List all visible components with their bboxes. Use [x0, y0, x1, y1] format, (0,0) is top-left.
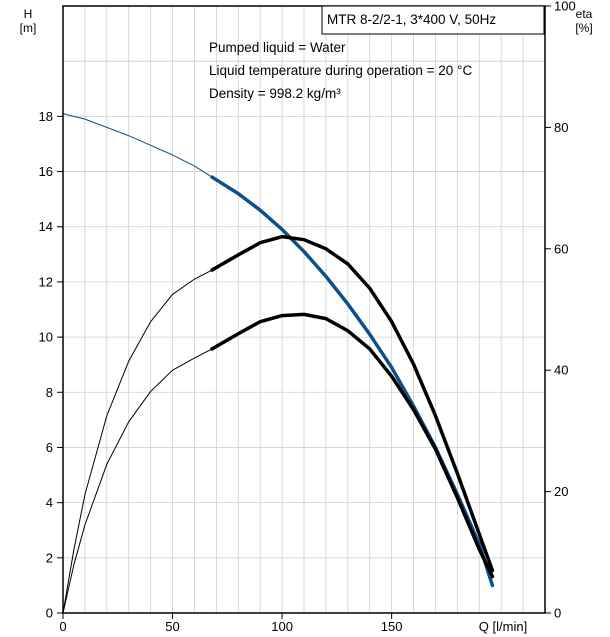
y-left-tick-label: 18	[39, 109, 53, 124]
annotation-pumped-liquid: Pumped liquid = Water	[209, 40, 346, 55]
y-left-axis-title-line2: [m]	[20, 21, 37, 35]
x-tick-label: 100	[271, 619, 293, 634]
y-right-tick-label: 60	[554, 241, 568, 256]
y-left-tick-label: 6	[46, 440, 53, 455]
axes: 0 2 4 6 8 10 12 14 16 18 0 20 40 60 80 100 0 50 100 150	[39, 0, 576, 634]
y-left-tick-label: 8	[46, 385, 53, 400]
curves	[62, 113, 495, 614]
series-0-curve-thin	[62, 113, 213, 178]
series-2-curve-thin	[62, 348, 213, 614]
x-axis-title: Q [l/min]	[479, 619, 527, 634]
y-right-tick-label: 40	[554, 363, 568, 378]
y-right-axis-title-line1: eta	[576, 7, 593, 21]
series-1-curve-thin	[62, 269, 213, 614]
y-left-tick-label: 16	[39, 164, 53, 179]
grid	[63, 6, 545, 613]
y-left-tick-label: 12	[39, 274, 53, 289]
annotation-density: Density = 998.2 kg/m³	[209, 86, 341, 101]
series-1-curve-operating	[210, 234, 495, 573]
y-left-tick-label: 2	[46, 550, 53, 565]
y-left-axis-title-line1: H	[24, 7, 33, 21]
y-left-tick-label: 0	[46, 606, 53, 621]
y-right-tick-label: 20	[554, 484, 568, 499]
plot-frame	[62, 5, 546, 614]
y-right-axis-title-line2: [%]	[575, 21, 592, 35]
chart-title: MTR 8-2/2-1, 3*400 V, 50Hz	[327, 12, 496, 27]
title-box	[321, 5, 545, 35]
x-tick-label: 50	[165, 619, 179, 634]
annotation-liquid-temperature: Liquid temperature during operation = 20…	[209, 63, 472, 78]
x-tick-label: 150	[381, 619, 403, 634]
y-right-tick-label: 0	[554, 606, 561, 621]
series-2-curve-operating	[210, 312, 495, 579]
y-left-tick-label: 4	[46, 495, 53, 510]
y-right-tick-label: 80	[554, 120, 568, 135]
x-tick-label: 0	[59, 619, 66, 634]
y-right-tick-label: 100	[554, 0, 576, 14]
y-left-tick-label: 10	[39, 330, 53, 345]
y-left-tick-label: 14	[39, 219, 53, 234]
series-0-curve-operating	[210, 175, 495, 588]
